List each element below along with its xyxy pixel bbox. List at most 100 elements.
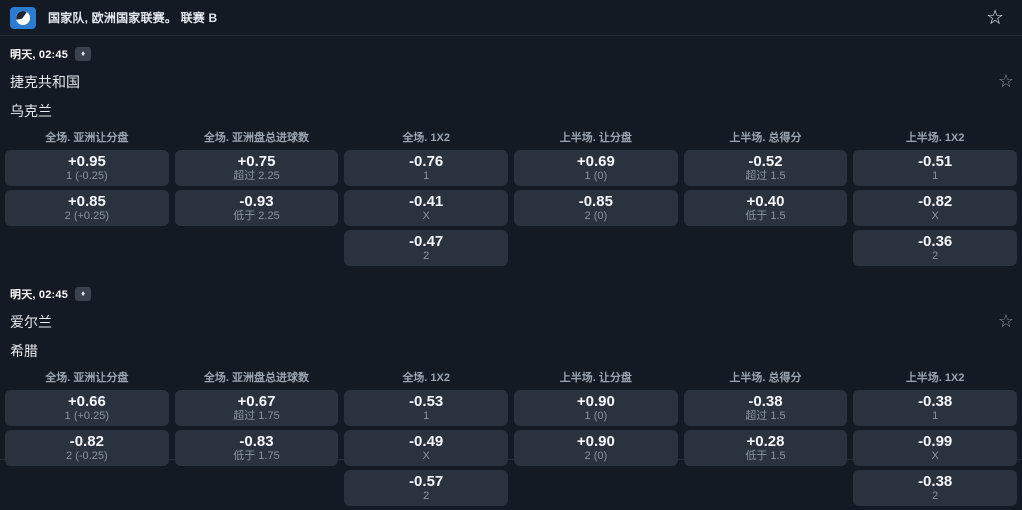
- market-header: 全场. 亚洲盘总进球数: [203, 372, 310, 384]
- markets-grid: 全场. 亚洲让分盘 +0.66 1 (+0.25) -0.82 2 (-0.25…: [5, 371, 1017, 510]
- market-column-ht-1x2: 上半场. 1X2 -0.51 1 -0.82 X -0.36 2: [853, 131, 1017, 270]
- favorite-league-star-icon[interactable]: ☆: [986, 6, 1004, 29]
- odds-label: 1 (-0.25): [66, 170, 108, 182]
- market-column-handicap: 全场. 亚洲让分盘 +0.66 1 (+0.25) -0.82 2 (-0.25…: [5, 371, 169, 510]
- odds-value: +0.90: [576, 393, 615, 410]
- odds-label: 1 (+0.25): [64, 410, 109, 422]
- odds-cell[interactable]: +0.85 2 (+0.25): [5, 190, 169, 226]
- market-header: 上半场. 总得分: [729, 132, 802, 144]
- market-column-handicap: 全场. 亚洲让分盘 +0.95 1 (-0.25) +0.85 2 (+0.25…: [5, 131, 169, 270]
- market-header: 全场. 1X2: [402, 372, 450, 384]
- odds-cell[interactable]: +0.75 超过 2.25: [174, 150, 339, 186]
- market-column-ht-total: 上半场. 总得分 -0.38 超过 1.5 +0.28 低于 1.5: [683, 371, 848, 510]
- odds-label: 2: [932, 250, 939, 262]
- odds-cell[interactable]: -0.49 X: [344, 430, 508, 466]
- odds-label: X: [422, 450, 430, 462]
- odds-label: X: [931, 210, 939, 222]
- market-column-ht-handicap: 上半场. 让分盘 +0.90 1 (0) +0.90 2 (0): [514, 371, 678, 510]
- odds-value: +0.66: [67, 393, 106, 410]
- odds-cell[interactable]: -0.38 超过 1.5: [683, 390, 848, 426]
- odds-value: +0.28: [746, 433, 785, 450]
- odds-label: 低于 1.5: [745, 450, 786, 462]
- odds-cell[interactable]: -0.36 2: [853, 230, 1017, 266]
- match-time: 明天, 02:45: [10, 289, 69, 301]
- odds-value: -0.38: [748, 393, 783, 410]
- odds-value: -0.57: [409, 473, 444, 490]
- odds-cell[interactable]: -0.83 低于 1.75: [174, 430, 339, 466]
- odds-cell[interactable]: -0.76 1: [344, 150, 508, 186]
- odds-label: 1 (0): [584, 170, 608, 182]
- odds-value: -0.36: [918, 233, 953, 250]
- favorite-match-star-icon[interactable]: ☆: [997, 311, 1014, 331]
- odds-label: X: [931, 450, 939, 462]
- odds-cell[interactable]: -0.41 X: [344, 190, 508, 226]
- odds-value: -0.38: [918, 473, 953, 490]
- favorite-match-star-icon[interactable]: ☆: [997, 71, 1014, 91]
- odds-cell[interactable]: +0.40 低于 1.5: [683, 190, 848, 226]
- odds-value: +0.85: [67, 193, 106, 210]
- odds-label: X: [422, 210, 430, 222]
- odds-value: -0.76: [409, 153, 444, 170]
- odds-cell[interactable]: +0.66 1 (+0.25): [5, 390, 169, 426]
- odds-cell[interactable]: -0.93 低于 2.25: [174, 190, 339, 226]
- odds-label: 超过 1.75: [233, 410, 280, 422]
- odds-cell[interactable]: +0.67 超过 1.75: [174, 390, 339, 426]
- odds-value: -0.53: [409, 393, 444, 410]
- odds-label: 1: [423, 170, 430, 182]
- match-tracker-icon[interactable]: ♦: [75, 47, 92, 61]
- league-globe-icon[interactable]: [10, 6, 36, 29]
- match-time-row: 明天, 02:45 ♦: [10, 286, 1012, 302]
- market-header: 上半场. 总得分: [729, 372, 802, 384]
- markets-grid: 全场. 亚洲让分盘 +0.95 1 (-0.25) +0.85 2 (+0.25…: [5, 131, 1017, 270]
- odds-cell[interactable]: +0.28 低于 1.5: [683, 430, 848, 466]
- odds-cell[interactable]: -0.99 X: [853, 430, 1017, 466]
- market-header: 全场. 1X2: [402, 132, 450, 144]
- odds-cell[interactable]: -0.38 2: [853, 470, 1017, 506]
- market-header: 全场. 亚洲盘总进球数: [203, 132, 310, 144]
- odds-value: +0.90: [576, 433, 615, 450]
- match-tracker-icon[interactable]: ♦: [75, 287, 92, 301]
- odds-label: 超过 1.5: [745, 410, 786, 422]
- odds-cell[interactable]: -0.52 超过 1.5: [683, 150, 848, 186]
- odds-cell[interactable]: -0.82 2 (-0.25): [5, 430, 169, 466]
- odds-label: 2 (-0.25): [66, 450, 108, 462]
- odds-cell[interactable]: -0.53 1: [344, 390, 508, 426]
- odds-cell[interactable]: +0.95 1 (-0.25): [5, 150, 169, 186]
- odds-cell[interactable]: -0.51 1: [853, 150, 1017, 186]
- odds-cell[interactable]: -0.47 2: [344, 230, 508, 266]
- odds-value: -0.41: [409, 193, 444, 210]
- odds-label: 2 (+0.25): [64, 210, 109, 222]
- odds-cell[interactable]: -0.57 2: [344, 470, 508, 506]
- odds-value: -0.83: [239, 433, 274, 450]
- market-column-total-goals: 全场. 亚洲盘总进球数 +0.67 超过 1.75 -0.83 低于 1.75: [174, 371, 339, 510]
- market-header: 上半场. 让分盘: [559, 372, 632, 384]
- home-team-name: 捷克共和国: [10, 74, 80, 90]
- breadcrumb[interactable]: 国家队, 欧洲国家联赛。 联赛 B: [48, 11, 218, 25]
- odds-label: 超过 2.25: [233, 170, 280, 182]
- odds-cell[interactable]: -0.82 X: [853, 190, 1017, 226]
- top-bar: 国家队, 欧洲国家联赛。 联赛 B ☆: [0, 0, 1022, 36]
- odds-label: 低于 1.5: [745, 210, 786, 222]
- market-header: 上半场. 让分盘: [559, 132, 632, 144]
- market-column-ht-1x2: 上半场. 1X2 -0.38 1 -0.99 X -0.38 2: [853, 371, 1017, 510]
- odds-cell[interactable]: +0.90 1 (0): [514, 390, 678, 426]
- odds-label: 2 (0): [584, 450, 608, 462]
- odds-cell[interactable]: +0.90 2 (0): [514, 430, 678, 466]
- market-column-total-goals: 全场. 亚洲盘总进球数 +0.75 超过 2.25 -0.93 低于 2.25: [174, 131, 339, 270]
- away-team-name: 希腊: [10, 343, 38, 359]
- odds-cell[interactable]: -0.38 1: [853, 390, 1017, 426]
- market-header: 全场. 亚洲让分盘: [45, 372, 129, 384]
- odds-value: -0.85: [578, 193, 613, 210]
- odds-value: -0.51: [918, 153, 953, 170]
- odds-cell[interactable]: +0.69 1 (0): [514, 150, 678, 186]
- market-column-ht-handicap: 上半场. 让分盘 +0.69 1 (0) -0.85 2 (0): [514, 131, 678, 270]
- odds-label: 2 (0): [584, 210, 608, 222]
- odds-cell[interactable]: -0.85 2 (0): [514, 190, 678, 226]
- market-header: 全场. 亚洲让分盘: [45, 132, 129, 144]
- match-time: 明天, 02:45: [10, 49, 69, 61]
- away-team-name: 乌克兰: [10, 103, 52, 119]
- market-header: 上半场. 1X2: [905, 132, 965, 144]
- home-team-name: 爱尔兰: [10, 314, 52, 330]
- market-column-1x2: 全场. 1X2 -0.76 1 -0.41 X -0.47 2: [344, 131, 508, 270]
- match-section: 明天, 02:45 ♦ 捷克共和国 乌克兰 ☆ 全场. 亚洲让分盘 +0.95 …: [0, 36, 1022, 270]
